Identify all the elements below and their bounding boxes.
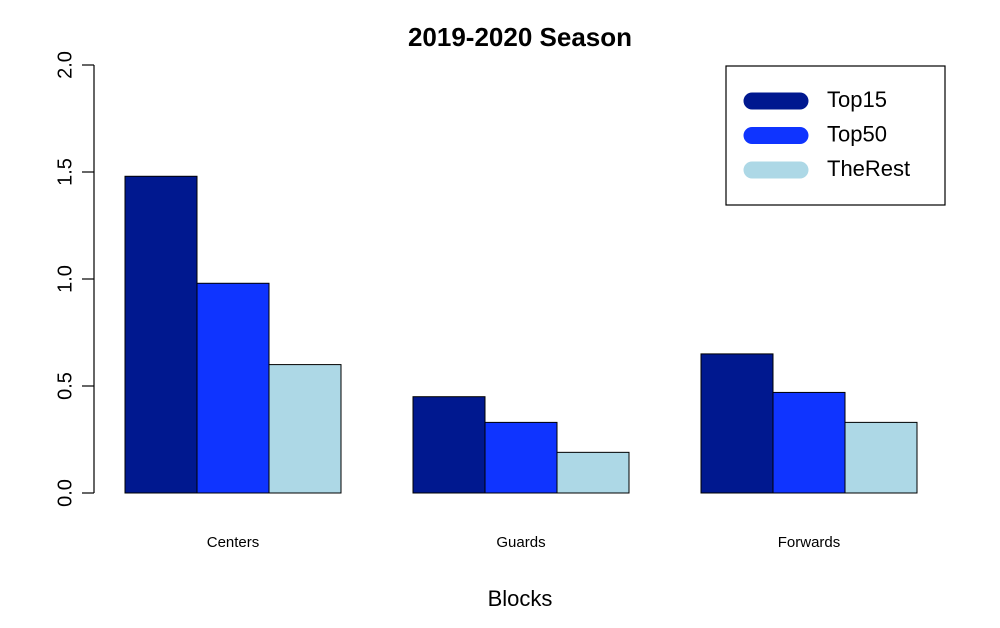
y-tick-label: 2.0 (54, 51, 76, 79)
bar-top50-centers (196, 282, 270, 494)
y-tick-label: 0.0 (54, 479, 76, 507)
bar-top15-guards (412, 396, 486, 494)
y-tick-label: 1.0 (54, 265, 76, 293)
category-labels: Centers Guards Forwards (207, 534, 841, 551)
bar-top50-guards (484, 421, 558, 494)
legend-label: Top50 (827, 121, 887, 146)
y-tick-label: 0.5 (54, 372, 76, 400)
bar-top50-forwards (772, 391, 846, 494)
legend: Top15 Top50 TheRest (725, 65, 946, 206)
legend-label: TheRest (827, 156, 910, 181)
bar-therest-guards (556, 451, 630, 494)
bar-top15-forwards (700, 353, 774, 494)
bar-top15-centers (124, 175, 198, 494)
category-label: Centers (207, 534, 260, 551)
bar-therest-forwards (844, 421, 918, 494)
chart-title: 2019-2020 Season (408, 22, 632, 52)
y-axis: 0.0 0.5 1.0 1.5 2.0 (54, 51, 95, 507)
legend-label: Top15 (827, 87, 887, 112)
category-label: Forwards (778, 534, 841, 551)
x-axis-label: Blocks (488, 586, 553, 611)
bars (124, 175, 918, 494)
category-label: Guards (496, 534, 545, 551)
bar-therest-centers (268, 364, 342, 494)
y-tick-label: 1.5 (54, 158, 76, 186)
